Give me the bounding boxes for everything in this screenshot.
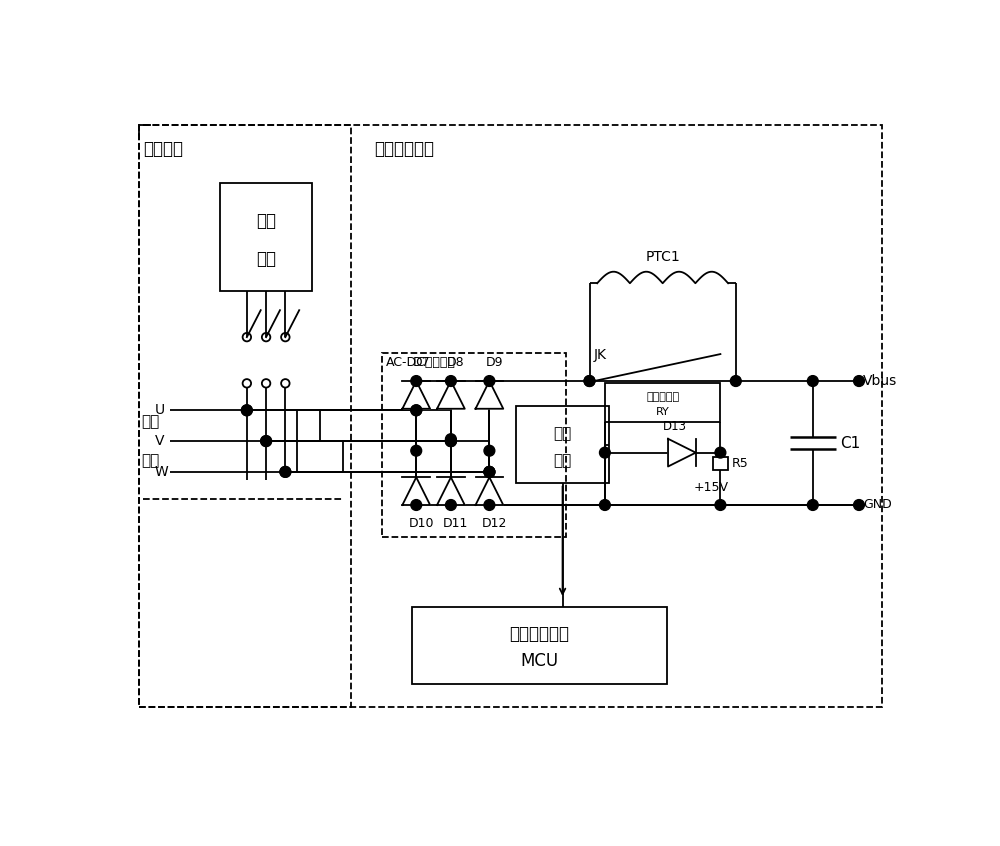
Circle shape: [411, 376, 422, 387]
Polygon shape: [402, 477, 430, 505]
Polygon shape: [668, 439, 696, 466]
Circle shape: [600, 448, 610, 458]
Bar: [516, 406, 609, 483]
Circle shape: [411, 405, 422, 415]
Circle shape: [241, 405, 252, 415]
Polygon shape: [437, 381, 465, 409]
Bar: [382, 353, 566, 537]
Circle shape: [807, 500, 818, 510]
Text: 继电器线圈: 继电器线圈: [646, 392, 679, 402]
Circle shape: [600, 500, 610, 510]
Text: RY: RY: [656, 407, 670, 417]
Polygon shape: [476, 381, 503, 409]
Text: W: W: [154, 465, 168, 479]
Text: 电源: 电源: [256, 250, 276, 267]
Circle shape: [730, 376, 741, 387]
Text: 供电: 供电: [141, 453, 160, 468]
Text: D13: D13: [663, 420, 687, 433]
Circle shape: [484, 466, 495, 477]
Bar: [605, 383, 720, 422]
Text: 驱动: 驱动: [553, 426, 572, 441]
Circle shape: [584, 376, 595, 387]
Circle shape: [807, 376, 818, 387]
Text: C1: C1: [840, 436, 860, 451]
Text: PTC1: PTC1: [645, 250, 680, 264]
Text: +15V: +15V: [693, 481, 728, 494]
Circle shape: [715, 448, 726, 458]
Circle shape: [411, 405, 422, 415]
Circle shape: [446, 376, 456, 387]
Circle shape: [584, 376, 595, 387]
Circle shape: [484, 445, 495, 456]
Circle shape: [446, 434, 456, 444]
Text: AC-DC整流电路: AC-DC整流电路: [385, 356, 455, 370]
Bar: [220, 183, 312, 291]
Circle shape: [411, 500, 422, 510]
Text: JK: JK: [593, 348, 606, 362]
Circle shape: [484, 466, 495, 477]
Polygon shape: [402, 381, 430, 409]
Circle shape: [446, 436, 456, 447]
Polygon shape: [437, 477, 465, 505]
Circle shape: [241, 405, 252, 415]
Circle shape: [280, 466, 291, 477]
Text: D8: D8: [447, 356, 465, 370]
Text: D10: D10: [409, 517, 434, 530]
Text: 电网: 电网: [141, 415, 160, 429]
Circle shape: [446, 436, 456, 447]
Text: D9: D9: [486, 356, 503, 370]
Circle shape: [280, 466, 291, 477]
Circle shape: [484, 466, 495, 477]
Bar: [713, 457, 728, 470]
Text: 电源供电电路: 电源供电电路: [374, 140, 434, 158]
Text: 输入电源: 输入电源: [143, 140, 183, 158]
Bar: [412, 607, 667, 684]
Text: D7: D7: [412, 356, 430, 370]
Circle shape: [715, 500, 726, 510]
Bar: [139, 124, 351, 706]
Circle shape: [411, 445, 422, 456]
Circle shape: [261, 436, 271, 447]
Circle shape: [446, 500, 456, 510]
Bar: [139, 124, 882, 706]
Text: D12: D12: [482, 517, 507, 530]
Circle shape: [484, 376, 495, 387]
Polygon shape: [476, 477, 503, 505]
Text: GND: GND: [863, 498, 892, 512]
Text: 电机微处理器: 电机微处理器: [509, 624, 569, 643]
Text: D11: D11: [443, 517, 469, 530]
Text: V: V: [154, 434, 164, 448]
Text: 电路: 电路: [553, 453, 572, 468]
Circle shape: [484, 500, 495, 510]
Text: U: U: [154, 404, 165, 417]
Text: 备用: 备用: [256, 212, 276, 230]
Text: R5: R5: [732, 457, 749, 470]
Text: Vbus: Vbus: [863, 374, 897, 388]
Text: MCU: MCU: [520, 651, 559, 669]
Circle shape: [261, 436, 271, 447]
Circle shape: [854, 500, 864, 510]
Circle shape: [446, 436, 456, 447]
Circle shape: [854, 376, 864, 387]
